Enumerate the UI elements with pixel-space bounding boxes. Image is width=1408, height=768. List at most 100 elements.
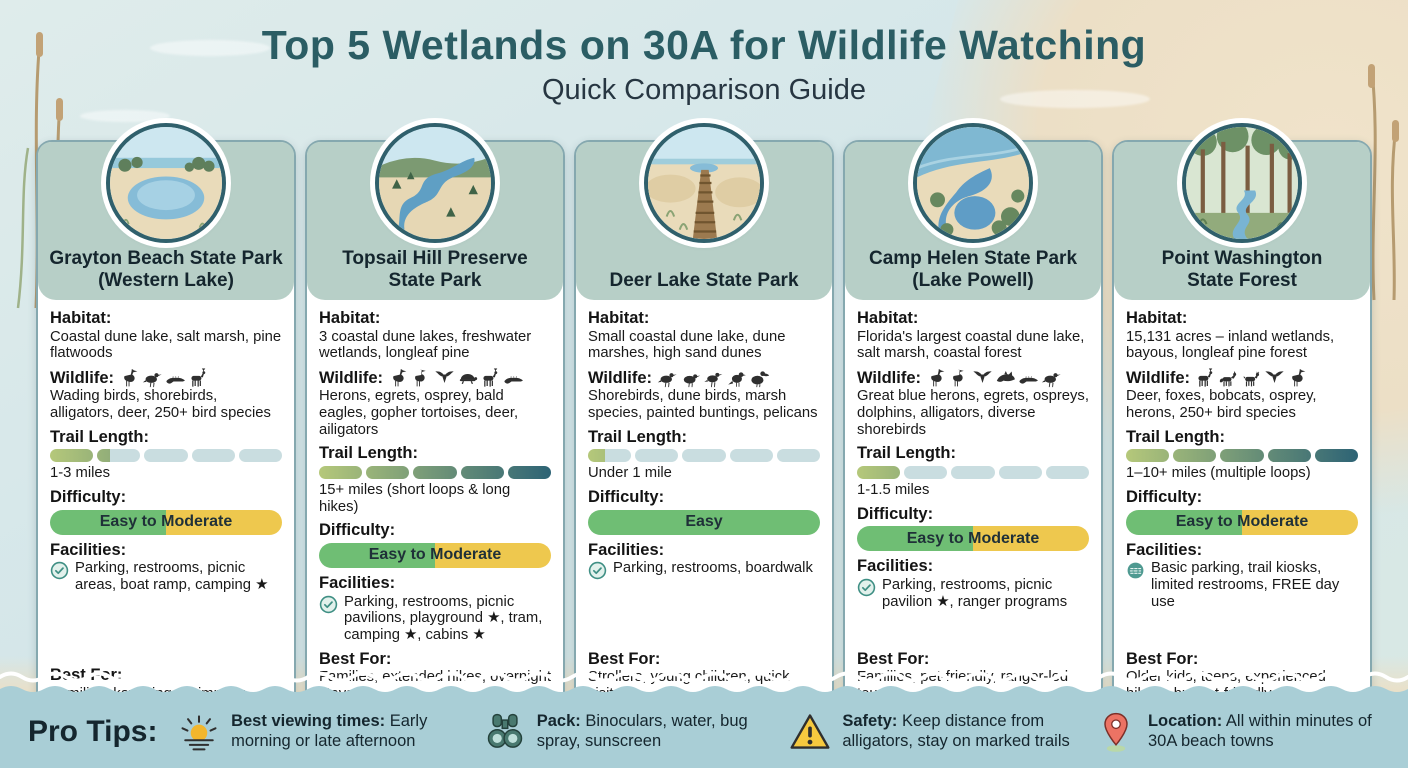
deer-icon — [480, 368, 501, 388]
trail-segment — [1173, 449, 1217, 463]
trail-segment — [904, 465, 948, 479]
page-title: Top 5 Wetlands on 30A for Wildlife Watch… — [261, 22, 1147, 68]
check-circle-icon — [50, 561, 69, 580]
trail-segment — [998, 465, 1042, 479]
park-name: Point Washington State Forest — [1161, 248, 1323, 291]
habitat-text: Small coastal dune lake, dune marshes, h… — [588, 328, 786, 362]
check-circle-icon — [319, 595, 338, 614]
difficulty-badge: Easy to Moderate — [857, 526, 1089, 552]
best-for-label: Best For: — [588, 649, 661, 668]
trail-segment — [97, 449, 141, 463]
difficulty-badge: Easy to Moderate — [50, 509, 282, 535]
check-circle-icon — [588, 561, 607, 580]
trail-length-text: 15+ miles (short loops & long hikes) — [319, 481, 511, 515]
check-circle-icon — [857, 578, 876, 597]
best-for-label: Best For: — [319, 649, 392, 668]
trail-segment — [1126, 449, 1170, 463]
osprey-icon — [972, 368, 993, 388]
trail-segment — [507, 465, 552, 479]
trail-length-text: Under 1 mile — [588, 465, 672, 482]
wildlife-icons — [926, 368, 1062, 388]
trail-segment — [588, 449, 632, 463]
trail-length-text: 1-3 miles — [50, 465, 111, 482]
park-card-deer-lake: Deer Lake State Park Habitat: Small coast… — [574, 123, 834, 719]
shorebird-icon — [1041, 368, 1062, 388]
deer-icon — [1195, 368, 1216, 388]
wildlife-text: Shorebirds, dune birds, marsh species, p… — [588, 388, 818, 421]
habitat-label: Habitat: — [1126, 309, 1188, 327]
park-card-point-washington: Point Washington State Forest Habitat: 15… — [1112, 123, 1372, 719]
wildlife-icons — [119, 368, 209, 388]
heron-icon — [119, 368, 140, 388]
trail-segment — [1267, 449, 1311, 463]
park-illustration-aerial-coast — [913, 123, 1033, 243]
water-ripple — [150, 40, 270, 56]
park-card-camp-helen: Camp Helen State Park (Lake Powell) Habi… — [843, 123, 1103, 719]
trail-length-bar — [1126, 449, 1359, 463]
check-circle-icon — [588, 561, 607, 580]
park-card-grayton-beach: Grayton Beach State Park (Western Lake) … — [36, 123, 296, 719]
park-card-topsail-hill: Topsail Hill Preserve State Park Habitat… — [305, 123, 565, 719]
water-ripple — [1000, 90, 1150, 108]
trail-segment — [635, 449, 679, 463]
tip-safety: Safety: Keep distance from alligators, s… — [788, 710, 1074, 754]
facilities-label: Facilities: — [857, 557, 934, 576]
difficulty-label: Difficulty: — [857, 504, 934, 523]
alligator-icon — [1018, 368, 1039, 388]
wildlife-text: Great blue herons, egrets, ospreys, dolp… — [857, 388, 1089, 438]
habitat-text: Florida's largest coastal dune lake, sal… — [857, 328, 1085, 362]
wildlife-label: Wildlife: — [319, 368, 384, 387]
dashed-circle-icon — [1126, 561, 1145, 580]
habitat-text: 15,131 acres – inland wetlands, bayous, … — [1126, 328, 1335, 362]
facilities-text: Parking, restrooms, boardwalk — [613, 560, 813, 577]
binoculars-icon — [483, 710, 527, 754]
card-header: Topsail Hill Preserve State Park — [307, 123, 563, 300]
bunting-icon — [726, 368, 747, 388]
habitat-label: Habitat: — [588, 309, 650, 327]
facilities-text: Parking, restrooms, picnic pavilions, pl… — [344, 593, 543, 644]
trail-segment — [1220, 449, 1264, 463]
trail-length-label: Trail Length: — [588, 427, 687, 446]
best-for-label: Best For: — [1126, 649, 1199, 668]
sandpiper-icon — [703, 368, 724, 388]
tip-location: Location: All within minutes of 30A beac… — [1094, 710, 1380, 754]
trail-segment — [319, 465, 363, 479]
trail-length-label: Trail Length: — [50, 427, 149, 446]
facilities-text: Parking, restrooms, picnic pavilion ★, r… — [882, 576, 1068, 610]
trail-segment — [50, 449, 94, 463]
trail-segment — [144, 449, 188, 463]
wildlife-label: Wildlife: — [50, 368, 115, 387]
alligator-icon — [165, 368, 186, 388]
park-illustration-boardwalk-dunes — [644, 123, 764, 243]
park-illustration-winding-lakes — [375, 123, 495, 243]
water-ripple — [80, 110, 170, 122]
trail-segment — [413, 465, 457, 479]
difficulty-label: Difficulty: — [588, 487, 665, 506]
park-illustration-dune-lake — [106, 123, 226, 243]
habitat-label: Habitat: — [50, 309, 112, 327]
dolphin-icon — [995, 368, 1016, 388]
habitat-text: Coastal dune lake, salt marsh, pine flat… — [50, 328, 282, 362]
wildlife-icons — [657, 368, 770, 388]
habitat-label: Habitat: — [857, 309, 919, 327]
pro-tips-footer: Pro Tips: Best viewing times: Early morn… — [0, 671, 1408, 768]
pelican-icon — [749, 368, 770, 388]
check-circle-icon — [857, 578, 876, 597]
bobcat-icon — [1241, 368, 1262, 388]
facilities-label: Facilities: — [319, 573, 396, 592]
trail-segment — [1314, 449, 1359, 463]
page-subtitle: Quick Comparison Guide — [542, 74, 866, 106]
park-name: Camp Helen State Park (Lake Powell) — [868, 248, 1078, 291]
wildlife-text: Wading birds, shorebirds, alligators, de… — [50, 388, 271, 421]
park-name: Topsail Hill Preserve State Park — [342, 248, 528, 291]
tip-best-viewing-times: Best viewing times: Early morning or lat… — [177, 710, 463, 754]
tortoise-icon — [457, 368, 478, 388]
trail-segment — [729, 449, 773, 463]
trail-segment — [366, 465, 410, 479]
best-for-label: Best For: — [857, 649, 930, 668]
trail-length-label: Trail Length: — [857, 444, 956, 463]
wave-divider — [0, 671, 1408, 698]
wildlife-label: Wildlife: — [588, 368, 653, 387]
alligator-icon — [503, 368, 524, 388]
trail-length-bar — [319, 465, 552, 479]
